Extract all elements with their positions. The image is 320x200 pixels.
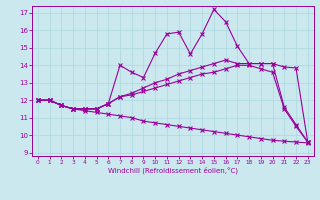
- X-axis label: Windchill (Refroidissement éolien,°C): Windchill (Refroidissement éolien,°C): [108, 167, 238, 174]
